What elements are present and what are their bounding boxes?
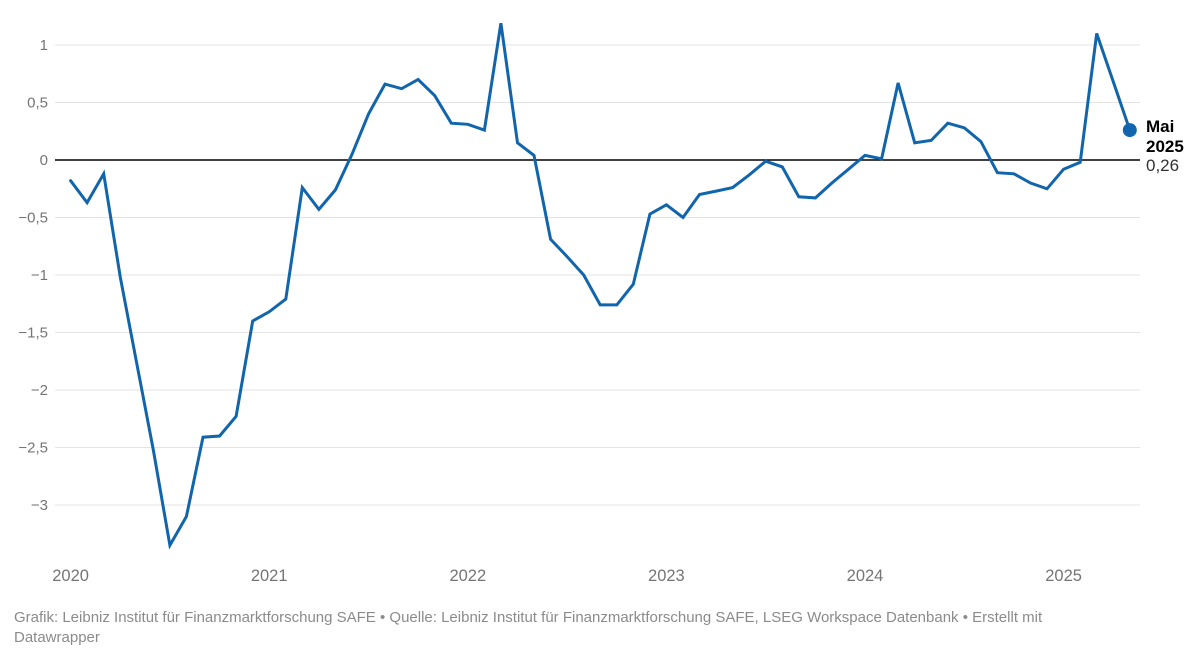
- y-tick-label: 0,5: [27, 95, 48, 112]
- attribution-line1: Grafik: Leibniz Institut für Finanzmarkt…: [14, 609, 1043, 626]
- x-tick-label: 2023: [648, 567, 685, 585]
- line-chart: 1 0,5 0 −0,5 −1 −1,5 −2 −2,5 −3 2020 2021 2022 2023…: [18, 22, 1140, 585]
- x-tick-label: 2025: [1045, 567, 1082, 585]
- x-tick-label: 2024: [847, 567, 884, 585]
- attribution-footer: Grafik: Leibniz Institut für Finanzmarkt…: [0, 600, 1200, 648]
- gridlines: [55, 44, 1140, 506]
- attribution-line2: Datawrapper: [14, 629, 100, 646]
- chart-area: 1 0,5 0 −0,5 −1 −1,5 −2 −2,5 −3 2020 2021 2022 2023…: [18, 22, 1184, 585]
- y-tick-label: −2,5: [18, 440, 48, 457]
- y-axis-labels: 1 0,5 0 −0,5 −1 −1,5 −2 −2,5 −3: [18, 37, 48, 514]
- x-tick-label: 2021: [251, 567, 288, 585]
- x-tick-label: 2022: [449, 567, 486, 585]
- endpoint-dot: [1122, 123, 1137, 138]
- y-tick-label: −1,5: [18, 325, 48, 342]
- y-tick-label: −1: [31, 267, 48, 284]
- y-tick-label: 0: [40, 152, 48, 169]
- y-tick-label: 1: [40, 37, 48, 54]
- y-tick-label: −0,5: [18, 210, 48, 227]
- x-tick-label: 2020: [52, 567, 89, 585]
- y-tick-label: −3: [31, 497, 48, 514]
- y-tick-label: −2: [31, 382, 48, 399]
- data-line: [69, 22, 1132, 550]
- x-axis-labels: 2020 2021 2022 2023 2024 2025: [52, 567, 1082, 585]
